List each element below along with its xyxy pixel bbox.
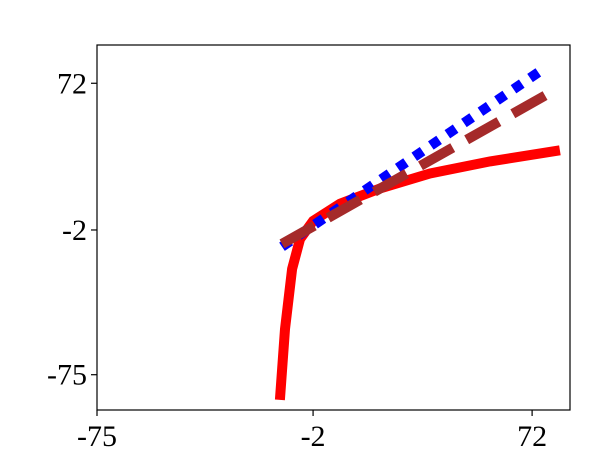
x-tick-label: -2	[301, 420, 326, 453]
line	[279, 63, 548, 251]
y-tick-label: 72	[57, 67, 87, 100]
x-tick-label: 72	[517, 420, 547, 453]
y-tick-label: -2	[62, 214, 87, 247]
line	[274, 145, 561, 401]
y-tick-label: -75	[47, 359, 87, 392]
x-tick-label: -75	[77, 420, 117, 453]
axes-frame	[96, 44, 571, 411]
